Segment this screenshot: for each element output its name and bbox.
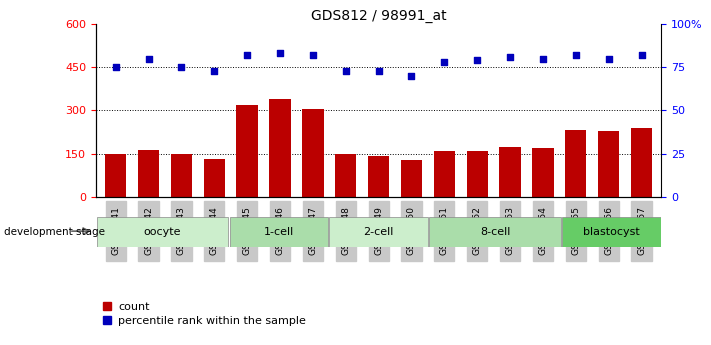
Point	[406, 73, 417, 79]
Bar	[105, 154, 127, 197]
Point	[340, 68, 351, 73]
Bar	[171, 154, 192, 197]
Bar	[401, 160, 422, 197]
Bar	[269, 99, 291, 197]
Bar	[138, 150, 159, 197]
Text: 1-cell: 1-cell	[264, 227, 294, 237]
Point	[538, 56, 549, 61]
Bar	[434, 151, 455, 197]
Text: blastocyst: blastocyst	[583, 227, 640, 237]
Text: oocyte: oocyte	[144, 227, 181, 237]
Point	[636, 52, 647, 58]
Bar	[598, 131, 619, 197]
Bar	[533, 148, 554, 197]
Text: development stage: development stage	[4, 227, 105, 237]
Point	[143, 56, 154, 61]
Bar	[565, 130, 587, 197]
Text: 2-cell: 2-cell	[363, 227, 394, 237]
Legend: count, percentile rank within the sample: count, percentile rank within the sample	[102, 302, 306, 326]
Bar	[368, 156, 390, 197]
Bar	[203, 159, 225, 197]
Bar	[429, 217, 561, 247]
Bar	[335, 154, 356, 197]
Point	[274, 51, 286, 56]
Title: GDS812 / 98991_at: GDS812 / 98991_at	[311, 9, 447, 23]
Point	[439, 59, 450, 65]
Point	[176, 65, 187, 70]
Point	[242, 52, 253, 58]
Bar	[237, 105, 258, 197]
Bar	[466, 151, 488, 197]
Bar	[230, 217, 328, 247]
Bar	[631, 128, 652, 197]
Point	[471, 58, 483, 63]
Point	[504, 54, 515, 60]
Point	[570, 52, 582, 58]
Point	[110, 65, 122, 70]
Point	[307, 52, 319, 58]
Point	[603, 56, 614, 61]
Bar	[562, 217, 661, 247]
Point	[208, 68, 220, 73]
Text: 8-cell: 8-cell	[480, 227, 510, 237]
Bar	[329, 217, 428, 247]
Bar	[302, 109, 324, 197]
Bar	[499, 147, 520, 197]
Bar	[97, 217, 228, 247]
Point	[373, 68, 384, 73]
